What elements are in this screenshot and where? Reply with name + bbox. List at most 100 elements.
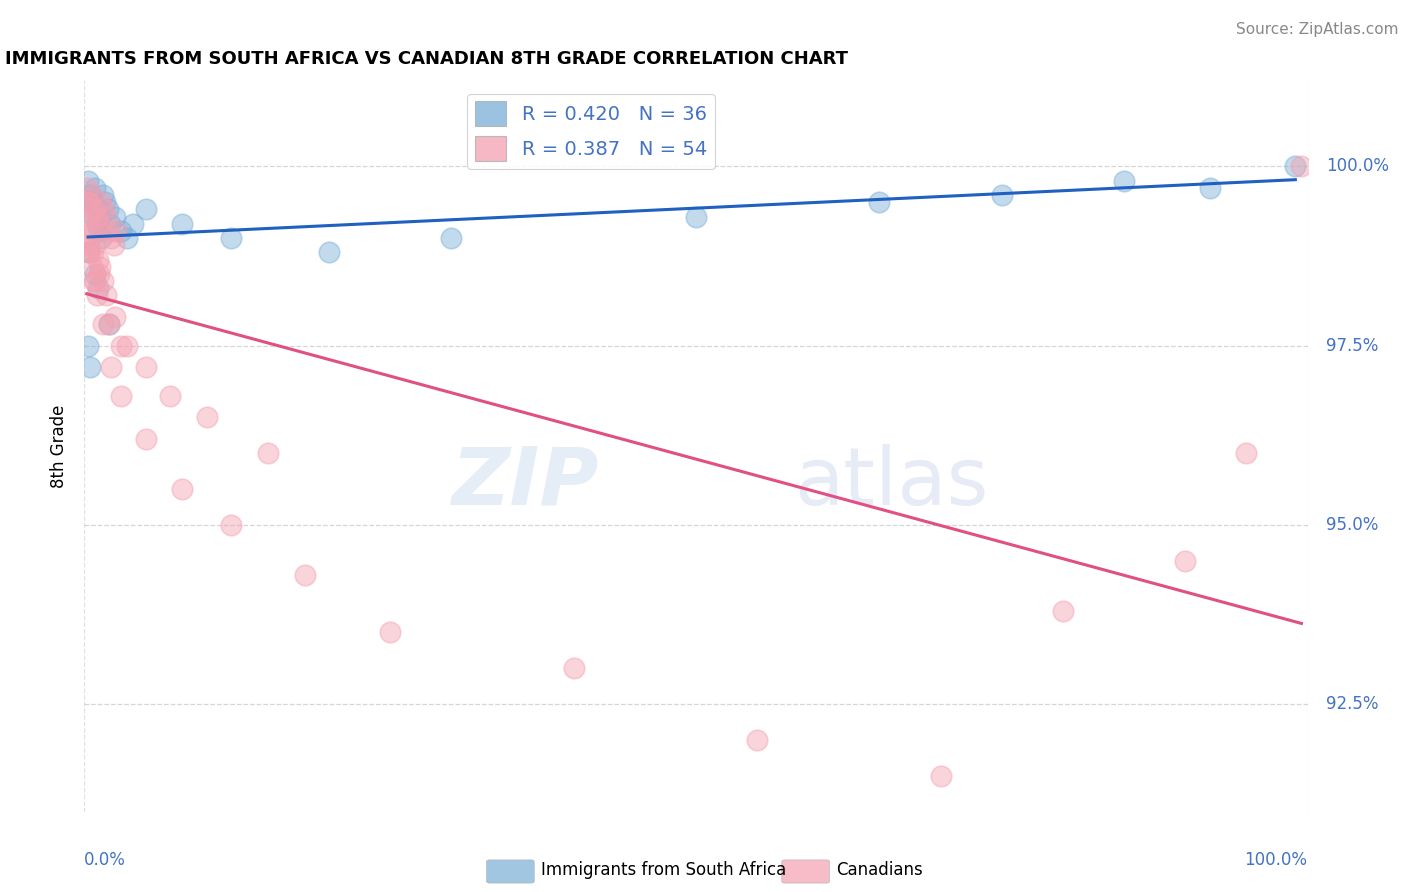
Text: Immigrants from South Africa: Immigrants from South Africa [541, 861, 786, 879]
Point [86, 210, 108, 224]
Point [84, 267, 107, 281]
Point [94, 195, 117, 210]
Point [1234, 446, 1257, 460]
Point [91, 317, 114, 331]
Point [100, 360, 122, 375]
Text: 100.0%: 100.0% [1244, 851, 1308, 869]
Point [86, 288, 108, 302]
Text: 0.0%: 0.0% [84, 851, 127, 869]
Point [79, 210, 101, 224]
Point [80, 195, 103, 210]
Point [80, 188, 103, 202]
Point [97, 202, 120, 217]
Point [135, 360, 157, 375]
Text: 100.0%: 100.0% [1326, 157, 1389, 176]
Point [869, 195, 891, 210]
Point [77, 338, 100, 352]
Point [87, 202, 110, 217]
Point [97, 224, 120, 238]
Point [91, 274, 114, 288]
Point [172, 217, 194, 231]
Point [77, 217, 100, 231]
Point [257, 446, 280, 460]
Text: Canadians: Canadians [837, 861, 924, 879]
Point [79, 188, 101, 202]
Point [77, 245, 100, 260]
Point [84, 238, 107, 252]
Point [562, 661, 585, 675]
Y-axis label: 8th Grade: 8th Grade [49, 404, 67, 488]
Point [87, 252, 110, 267]
Point [1198, 181, 1220, 195]
Point [80, 260, 103, 274]
Point [115, 338, 138, 352]
Point [104, 210, 127, 224]
Text: IMMIGRANTS FROM SOUTH AFRICA VS CANADIAN 8TH GRADE CORRELATION CHART: IMMIGRANTS FROM SOUTH AFRICA VS CANADIAN… [4, 50, 848, 68]
Point [84, 274, 107, 288]
Point [84, 181, 107, 195]
Point [100, 231, 122, 245]
Text: 92.5%: 92.5% [1326, 695, 1378, 714]
Point [1291, 159, 1313, 173]
Point [747, 733, 769, 747]
Point [105, 224, 128, 238]
Point [122, 217, 145, 231]
Point [87, 217, 110, 231]
Point [195, 410, 218, 425]
Point [103, 238, 125, 252]
Point [77, 195, 100, 210]
Point [90, 195, 112, 210]
Point [110, 338, 132, 352]
Point [110, 224, 132, 238]
Point [135, 432, 157, 446]
Point [87, 281, 110, 295]
Point [77, 245, 100, 260]
Legend: R = 0.420   N = 36, R = 0.387   N = 54: R = 0.420 N = 36, R = 0.387 N = 54 [467, 94, 714, 169]
Point [89, 260, 111, 274]
Text: ZIP: ZIP [451, 443, 598, 522]
Point [104, 310, 127, 324]
Point [82, 224, 104, 238]
Point [90, 231, 112, 245]
Point [440, 231, 463, 245]
Text: atlas: atlas [794, 443, 988, 522]
Point [77, 238, 100, 252]
Point [98, 217, 121, 231]
Point [76, 181, 98, 195]
Point [79, 360, 101, 375]
Point [135, 202, 157, 217]
Point [82, 195, 104, 210]
Text: 97.5%: 97.5% [1326, 336, 1378, 355]
Point [929, 769, 952, 783]
Point [93, 202, 115, 217]
Point [1284, 159, 1306, 173]
Point [77, 174, 100, 188]
Point [380, 625, 402, 640]
Point [96, 210, 118, 224]
Point [159, 389, 181, 403]
Point [83, 210, 105, 224]
Point [87, 267, 110, 281]
Point [91, 188, 114, 202]
Point [110, 389, 132, 403]
Text: Source: ZipAtlas.com: Source: ZipAtlas.com [1236, 22, 1399, 37]
Point [96, 288, 118, 302]
Point [115, 231, 138, 245]
Point [685, 210, 707, 224]
Point [83, 202, 105, 217]
Point [83, 274, 105, 288]
Point [1174, 554, 1197, 568]
Point [219, 517, 242, 532]
Point [79, 231, 101, 245]
Point [87, 224, 110, 238]
Point [89, 210, 111, 224]
Point [991, 188, 1014, 202]
Point [82, 245, 104, 260]
Text: 95.0%: 95.0% [1326, 516, 1378, 534]
Point [86, 217, 108, 231]
Point [1052, 604, 1074, 618]
Point [219, 231, 242, 245]
Point [172, 482, 194, 496]
Point [1114, 174, 1136, 188]
Point [294, 568, 316, 582]
